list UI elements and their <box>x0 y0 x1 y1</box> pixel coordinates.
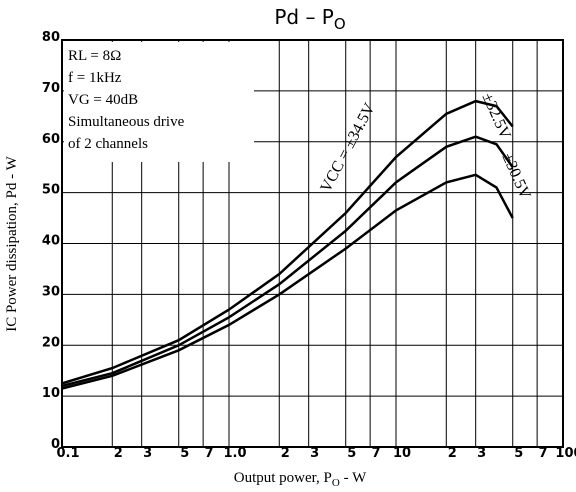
y-tick-label: 30 <box>42 284 60 299</box>
title-sub: O <box>334 15 346 33</box>
x-label-main: Output power, P <box>234 470 332 486</box>
chart-title: Pd – PO <box>274 5 345 33</box>
x-tick-label: 1.0 <box>223 446 246 461</box>
y-tick-label: 70 <box>42 81 60 96</box>
series-label: ±32.5V <box>479 91 514 142</box>
y-tick-label: 80 <box>42 30 60 45</box>
y-tick-label: 10 <box>42 386 60 401</box>
x-tick-label: 3 <box>143 446 152 461</box>
annotation: RL = 8Ω <box>68 48 121 64</box>
x-axis-label: Output power, PO - W <box>234 470 367 489</box>
annotation: f = 1kHz <box>68 70 122 86</box>
series-label: ±30.5V <box>499 151 534 202</box>
x-tick-label: 100 <box>555 446 576 461</box>
x-tick-label: 5 <box>514 446 523 461</box>
y-tick-label: 50 <box>42 183 60 198</box>
y-tick-label: 20 <box>42 335 60 350</box>
annotation: Simultaneous drive <box>68 114 185 130</box>
annotation: of 2 channels <box>68 136 148 152</box>
x-tick-label: 7 <box>539 446 548 461</box>
x-tick-label: 2 <box>114 446 123 461</box>
title-main: Pd – P <box>274 5 334 29</box>
annotation-bg <box>64 42 254 162</box>
x-tick-label: 5 <box>180 446 189 461</box>
x-tick-label: 0.1 <box>56 446 79 461</box>
x-tick-label: 3 <box>310 446 319 461</box>
x-tick-label: 3 <box>477 446 486 461</box>
x-tick-label: 7 <box>205 446 214 461</box>
curve <box>61 99 514 385</box>
y-axis-label: IC Power dissipation, Pd - W <box>4 155 20 331</box>
series-label: VCC = ±34.5V <box>317 100 378 195</box>
x-tick-label: 2 <box>281 446 290 461</box>
x-label-end: - W <box>340 470 367 486</box>
annotation: VG = 40dB <box>68 92 138 108</box>
x-label-sub: O <box>332 477 340 489</box>
plot-frame <box>61 39 564 448</box>
x-tick-label: 10 <box>393 446 411 461</box>
x-tick-label: 2 <box>448 446 457 461</box>
curve <box>61 173 514 390</box>
x-tick-label: 5 <box>347 446 356 461</box>
y-tick-label: 60 <box>42 132 60 147</box>
y-tick-label: 0 <box>51 437 60 452</box>
x-tick-label: 7 <box>372 446 381 461</box>
y-tick-label: 40 <box>42 234 60 249</box>
curve <box>61 135 514 388</box>
